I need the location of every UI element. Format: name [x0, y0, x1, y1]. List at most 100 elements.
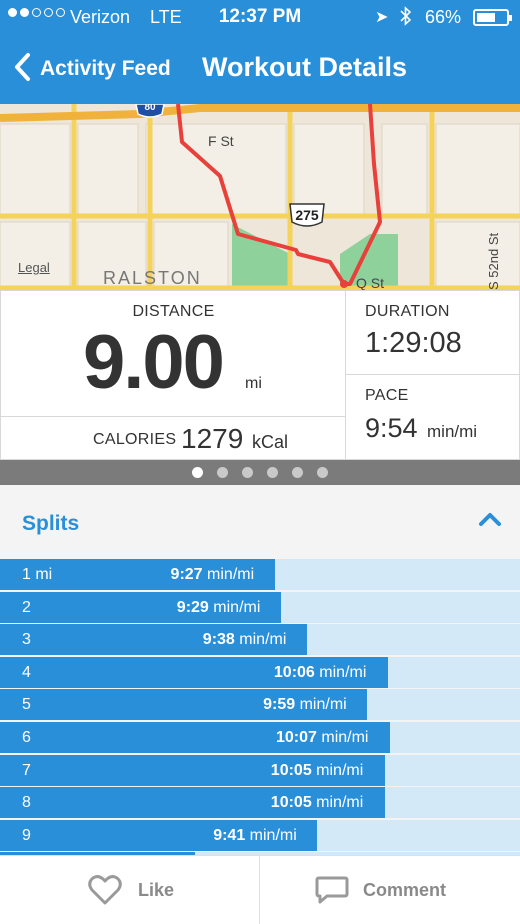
split-bar	[0, 656, 388, 688]
signal-strength-icon	[8, 8, 65, 17]
split-row: 9 9:41 min/mi	[0, 819, 520, 851]
split-bar	[0, 722, 390, 753]
comment-button[interactable]: Comment	[315, 856, 446, 924]
network-type: LTE	[150, 7, 182, 27]
split-row: 1 mi 9:27 min/mi	[0, 559, 520, 590]
location-arrow-icon: ➤	[375, 9, 389, 26]
back-button-label: Activity Feed	[40, 57, 171, 80]
split-row: 2 9:29 min/mi	[0, 591, 520, 623]
distance-value: 9.00	[83, 320, 225, 405]
split-pace: 10:05 min/mi	[271, 762, 363, 780]
page-title: Workout Details	[202, 52, 408, 82]
split-bar	[0, 754, 385, 786]
page-dot[interactable]	[317, 467, 328, 478]
distance-unit: mi	[245, 375, 262, 392]
split-row: 8 10:05 min/mi	[0, 787, 520, 819]
split-pace-unit: min/mi	[316, 761, 364, 779]
split-row: 7 10:05 min/mi	[0, 754, 520, 786]
split-pace: 9:59 min/mi	[263, 696, 347, 714]
split-pace-unit: min/mi	[319, 663, 367, 681]
split-bar	[0, 559, 275, 590]
street-label-52nd: S 52nd St	[486, 233, 501, 290]
split-pace: 10:05 min/mi	[271, 794, 363, 812]
route-end-marker	[340, 280, 348, 288]
signal-dot	[8, 8, 17, 17]
duration-value: 1:29:08	[365, 327, 462, 359]
like-label: Like	[138, 879, 175, 900]
split-pace-value: 10:07	[276, 729, 317, 746]
workout-route-path	[176, 104, 382, 286]
street-label-f: F St	[208, 133, 234, 149]
split-pace: 10:06 min/mi	[274, 664, 366, 682]
split-pace: 9:38 min/mi	[203, 631, 287, 649]
street-label-q: Q St	[356, 275, 384, 290]
interstate-shield: 80	[135, 104, 165, 118]
split-bar	[0, 852, 195, 857]
page-dot[interactable]	[217, 467, 228, 478]
splits-header[interactable]: Splits	[0, 485, 520, 558]
split-pace-unit: min/mi	[213, 598, 261, 616]
page-dot[interactable]	[192, 467, 203, 478]
pace-value: 9:54	[365, 413, 418, 443]
split-pace-value: 10:05	[270, 761, 312, 779]
split-pace: 9:41 min/mi	[213, 827, 297, 845]
split-row: 3 9:38 min/mi	[0, 624, 520, 656]
split-label: 1 mi	[22, 566, 53, 583]
split-pace-value: 9:59	[263, 696, 296, 714]
split-pace: 9:27 min/mi	[171, 566, 255, 584]
split-pace-value: 9:29	[176, 598, 209, 616]
split-label: 9	[22, 826, 31, 844]
battery-percentage: 66%	[425, 7, 462, 27]
chevron-left-icon	[12, 52, 32, 86]
signal-dot	[44, 8, 53, 17]
page-indicator[interactable]	[0, 460, 520, 485]
legal-link[interactable]: Legal	[18, 260, 50, 275]
page-dot[interactable]	[292, 467, 303, 478]
clock: 12:37 PM	[218, 6, 302, 27]
split-pace: 10:07 min/mi	[276, 729, 368, 747]
back-button[interactable]: Activity Feed	[12, 52, 171, 86]
comment-label: Comment	[363, 879, 447, 900]
split-bar	[0, 591, 281, 623]
split-bar	[0, 787, 385, 819]
route-275-shield: 275	[289, 203, 325, 227]
calories-cell: CALORIES 1279 kCal	[0, 416, 346, 460]
split-bar	[0, 624, 307, 656]
bluetooth-icon	[400, 6, 412, 31]
duration-cell: DURATION 1:29:08	[345, 290, 520, 375]
split-pace-value: 10:06	[273, 663, 315, 681]
split-pace-unit: min/mi	[316, 794, 364, 812]
duration-label: DURATION	[365, 303, 450, 320]
split-label: 7	[22, 761, 31, 779]
pace-label: PACE	[365, 387, 409, 404]
route-map[interactable]: 80 275 F St Q St RALSTON S 52nd St	[0, 104, 520, 290]
signal-dot	[32, 8, 41, 17]
carrier-name: Verizon	[70, 7, 131, 27]
chevron-up-icon[interactable]	[478, 511, 502, 532]
signal-dot	[20, 8, 29, 17]
pace-cell: PACE 9:54 min/mi	[345, 374, 520, 460]
split-pace-unit: min/mi	[321, 729, 369, 746]
split-pace-unit: min/mi	[207, 566, 255, 583]
action-bar: Like Comment	[0, 855, 520, 924]
split-pace-value: 9:41	[213, 826, 246, 844]
split-label: 6	[22, 729, 31, 746]
heart-icon	[88, 875, 122, 905]
page-dot[interactable]	[242, 467, 253, 478]
split-row-partial	[0, 852, 520, 857]
distance-label: DISTANCE	[132, 303, 215, 320]
route-80-label: 80	[144, 104, 156, 113]
page-dot[interactable]	[267, 467, 278, 478]
splits-title: Splits	[22, 512, 80, 535]
split-pace: 9:29 min/mi	[177, 599, 261, 617]
calories-label: CALORIES	[93, 431, 177, 448]
workout-stats-panel: DISTANCE 9.00 mi CALORIES 1279 kCal DURA…	[0, 290, 520, 460]
calories-unit: kCal	[252, 432, 289, 452]
route-275-label: 275	[295, 207, 319, 223]
like-button[interactable]: Like	[88, 856, 174, 924]
comment-icon	[315, 875, 349, 905]
action-divider	[259, 856, 260, 924]
signal-dot	[56, 8, 65, 17]
split-row: 4 10:06 min/mi	[0, 656, 520, 688]
battery-icon	[473, 9, 512, 26]
